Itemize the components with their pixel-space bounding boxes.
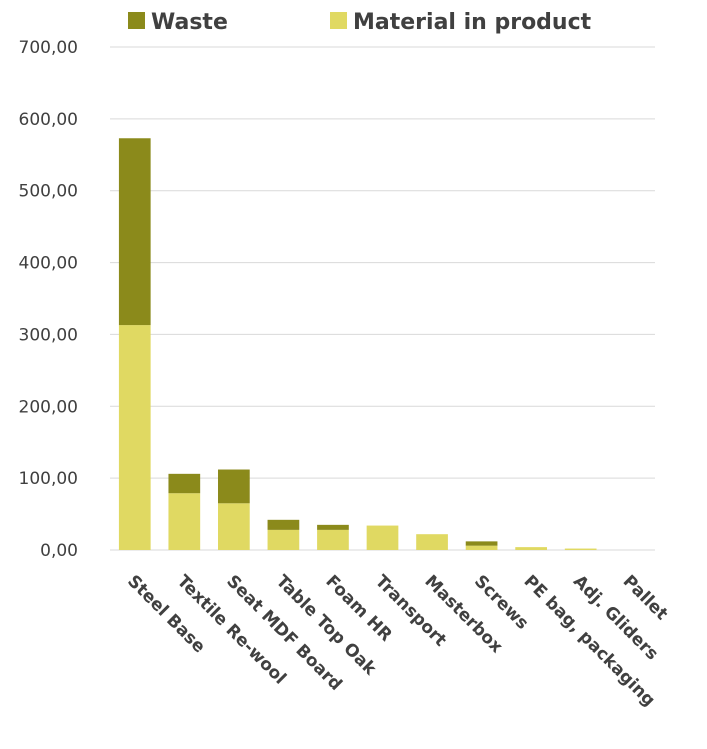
bar-waste-textile-re-wool — [168, 473, 201, 494]
legend-swatch-waste — [128, 12, 145, 29]
gridlines — [110, 46, 655, 551]
bar-material-in-product-pe-bag-packaging — [515, 547, 547, 550]
bar-waste-steel-base — [118, 138, 151, 326]
bar-waste-foam-hr — [317, 524, 349, 530]
y-tick-label: 300,00 — [19, 325, 78, 345]
bar-material-in-product-foam-hr — [317, 529, 349, 550]
bar-material-in-product-adj-gliders — [564, 548, 597, 550]
legend-swatch-material-in-product — [330, 12, 347, 29]
y-tick-label: 200,00 — [19, 397, 78, 417]
legend-label-waste: Waste — [151, 10, 228, 35]
bars — [118, 138, 597, 550]
bar-waste-table-top-oak — [267, 519, 300, 530]
y-tick-label: 0,00 — [40, 541, 78, 561]
bar-material-in-product-transport — [366, 525, 399, 550]
bar-material-in-product-screws — [465, 545, 498, 550]
bar-material-in-product-seat-mdf-board — [218, 503, 250, 550]
y-axis-tick-labels: 0,00 100,00 200,00 300,00 400,00 500,00 600,00… — [19, 38, 78, 561]
legend: Waste Material in product — [128, 10, 592, 35]
bar-waste-screws — [465, 541, 498, 546]
bar-material-in-product-steel-base — [118, 325, 151, 550]
bar-material-in-product-table-top-oak — [267, 529, 300, 550]
y-tick-label: 400,00 — [19, 254, 78, 274]
bar-waste-seat-mdf-board — [218, 469, 250, 504]
bar-material-in-product-textile-re-wool — [168, 493, 201, 550]
legend-label-material-in-product: Material in product — [353, 10, 592, 35]
bar-material-in-product-masterbox — [416, 534, 448, 550]
y-tick-label: 100,00 — [19, 469, 78, 489]
y-tick-label: 600,00 — [19, 110, 78, 130]
y-tick-label: 500,00 — [19, 182, 78, 202]
y-tick-label: 700,00 — [19, 38, 78, 58]
